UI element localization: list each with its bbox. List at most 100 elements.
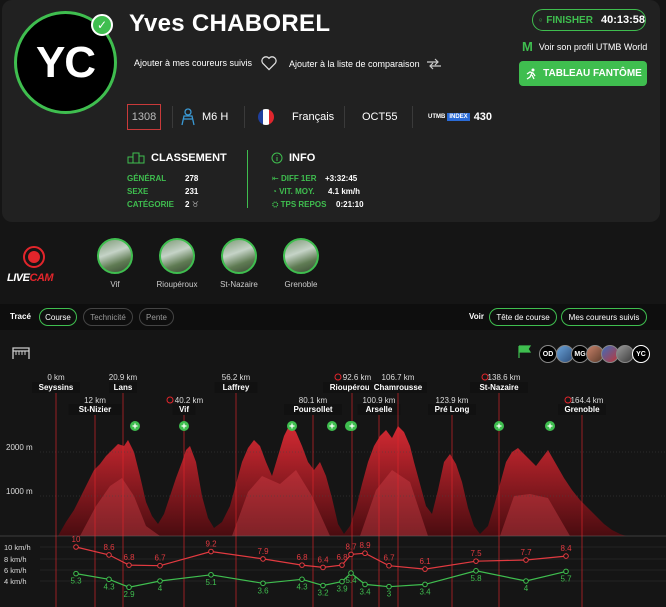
info-title: INFO — [271, 152, 315, 164]
waypoint-km: 123.9 km — [436, 396, 469, 405]
club-info: OCT55 — [362, 104, 397, 130]
plus-icon — [349, 423, 355, 429]
waypoint-km: 56.2 km — [222, 373, 251, 382]
speed-point — [362, 550, 368, 557]
runner-marker-yc[interactable]: YC — [632, 345, 650, 363]
speed-label: 8.6 — [103, 543, 115, 552]
section-divider — [247, 150, 248, 208]
bib-value: 1308 — [131, 111, 157, 123]
livecam-marker-icon — [481, 373, 489, 381]
speed-point — [320, 582, 326, 589]
trace-technicite-button[interactable]: Technicité — [83, 308, 133, 326]
medal-icon: ♉ — [191, 200, 199, 209]
waypoint-name: St-Nizier — [79, 405, 111, 414]
club-value: OCT55 — [362, 111, 398, 123]
plus-icon — [547, 423, 553, 429]
follow-label: Ajouter à mes coureurs suivis — [134, 58, 253, 68]
speed-label: 3.4 — [359, 587, 371, 596]
waypoint-label-bg — [68, 404, 122, 415]
speed-label: 3.4 — [419, 587, 431, 596]
livecam-vif[interactable]: Vif — [85, 238, 145, 289]
utmb-index-info: UTMB INDEX 430 — [428, 104, 492, 130]
speed-label: 5.3 — [70, 577, 82, 586]
finish-time: 40:13:58 — [600, 14, 645, 26]
info-label: DIFF 1ER — [280, 174, 317, 183]
filter-bar: Tracé Course Technicité Pente Voir Tête … — [0, 304, 666, 330]
ranking-label: GÉNÉRAL — [127, 174, 167, 183]
waypoint-km: 106.7 km — [382, 373, 415, 382]
speed-point — [73, 570, 79, 577]
speed-label: 8.9 — [359, 541, 371, 550]
waypoint-label-bg — [558, 404, 606, 415]
followed-runners-button[interactable]: Mes coureurs suivis — [561, 308, 647, 326]
ghost-table-button[interactable]: TABLEAU FANTÔME — [519, 61, 647, 86]
runner-card: YC ✓ Yves CHABOREL Ajouter à mes coureur… — [2, 0, 660, 222]
elevation-tick-label: 1000 m — [6, 487, 33, 496]
speed-label: 8.4 — [560, 544, 572, 553]
speed-label: 3.6 — [257, 586, 269, 595]
runner-marker-mg[interactable]: MG — [571, 345, 589, 363]
livecam-text: LIVECAM — [7, 272, 54, 284]
livecam-st-nazaire[interactable]: St-Nazaire — [209, 238, 269, 289]
speed-label: 3.9 — [336, 585, 348, 594]
speed-label: 3 — [387, 590, 392, 599]
speed-point — [106, 552, 112, 558]
waypoint-km: 164.4 km — [571, 396, 604, 405]
ranking-title-text: CLASSEMENT — [151, 152, 227, 164]
utmb-profile-label: Voir son profil UTMB World — [538, 41, 648, 52]
ranking-title: CLASSEMENT — [127, 152, 227, 164]
bib-number: 1308 — [127, 104, 161, 130]
waypoint-name: Pré Long — [435, 405, 470, 414]
start-gate-icon — [12, 347, 30, 359]
camera-thumbnail — [283, 238, 319, 274]
trace-course-button[interactable]: Course — [39, 308, 77, 326]
livecam-marker-icon — [166, 396, 174, 404]
speed-point — [260, 556, 266, 562]
compare-label: Ajouter à la liste de comparaison — [289, 59, 420, 69]
speed-point — [348, 551, 354, 558]
podium-icon — [127, 152, 145, 164]
finisher-badge: FINISHER 40:13:58 — [532, 9, 646, 31]
speed-label: 3.2 — [317, 589, 329, 598]
speed-tick-label: 6 km/h — [4, 566, 27, 575]
speed-label: 5.1 — [205, 578, 217, 587]
course-profile-chart: 2000 m 1000 m 10 km/h 8 km/h 6 km/h 4 km/h 0 … — [0, 373, 666, 607]
compare-button[interactable]: Ajouter à la liste de comparaison — [289, 58, 442, 70]
waypoint-km: 80.1 km — [299, 396, 328, 405]
plus-icon — [289, 423, 295, 429]
ranking-label: SEXE — [127, 187, 149, 196]
speed-point — [473, 558, 479, 564]
speed-point — [339, 578, 345, 585]
livecam-grenoble[interactable]: Grenoble — [271, 238, 331, 289]
speed-point — [320, 564, 326, 571]
livecam-riouperoux[interactable]: Rioupéroux — [147, 238, 207, 289]
person-icon — [181, 108, 195, 126]
speed-label: 7.7 — [520, 548, 532, 557]
race-leader-button[interactable]: Tête de course — [489, 308, 557, 326]
ranking-value: 2 ♉ — [185, 200, 199, 209]
runner-marker-od[interactable]: OD — [539, 345, 557, 363]
ghost-button-label: TABLEAU FANTÔME — [543, 68, 642, 79]
waypoint-km: 100.9 km — [363, 396, 396, 405]
cam-text: CAM — [29, 272, 54, 284]
speed-point — [106, 576, 112, 583]
speed-label: 2.9 — [123, 590, 135, 599]
ranking-value: 231 — [185, 187, 199, 196]
speed-point — [386, 562, 392, 569]
speed-point — [362, 581, 368, 588]
speed-tick-label: 10 km/h — [4, 543, 31, 552]
speed-label: 4 — [158, 584, 163, 593]
speed-point — [260, 580, 266, 587]
compare-icon — [426, 58, 441, 70]
waypoint-label-bg — [172, 404, 196, 415]
waypoint-name: Vif — [179, 405, 189, 414]
speed-icon: ◔ — [272, 187, 280, 196]
utmb-profile-link[interactable]: M Voir son profil UTMB World — [522, 39, 647, 54]
trace-pente-button[interactable]: Pente — [139, 308, 174, 326]
info-row: ⇤ DIFF 1ER +3:32:45 — [272, 174, 357, 183]
finish-flag-icon — [518, 345, 532, 358]
live-text: LIVE — [7, 272, 30, 284]
pill-label: Technicité — [90, 312, 126, 322]
follow-runner-button[interactable]: Ajouter à mes coureurs suivis — [134, 55, 278, 71]
